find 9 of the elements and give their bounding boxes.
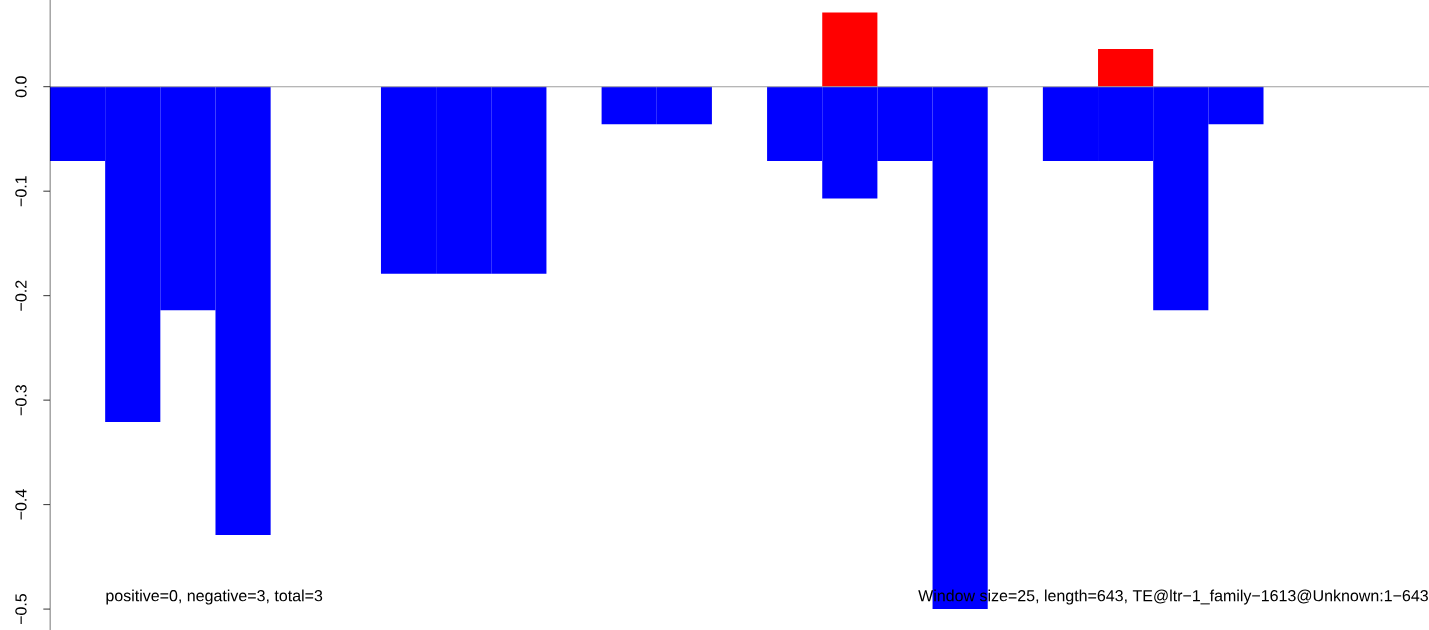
bar <box>1098 49 1154 87</box>
y-tick-label: −0.2 <box>15 280 27 311</box>
bar <box>822 12 878 87</box>
y-tick-label: −0.3 <box>15 385 27 416</box>
y-tick-label: 0.0 <box>15 76 27 98</box>
y-tick-label: −0.4 <box>15 489 27 520</box>
y-tick-label: −0.5 <box>15 593 27 625</box>
y-tick-label: −0.1 <box>15 176 27 207</box>
annotation: positive=0, negative=3, total=3 <box>106 589 323 605</box>
